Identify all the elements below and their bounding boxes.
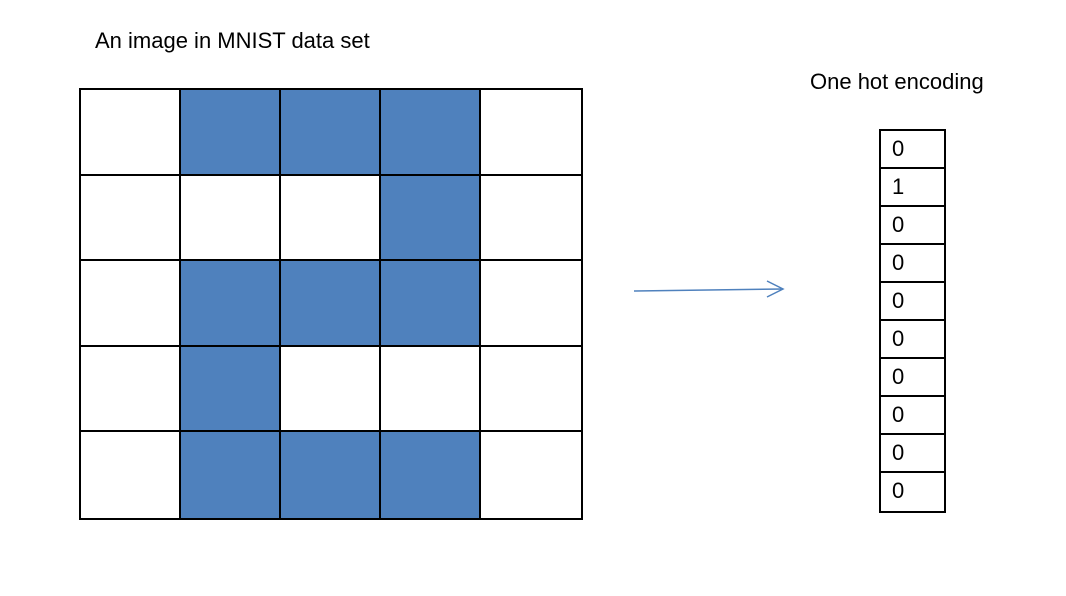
- empty-pixel: [81, 432, 181, 518]
- filled-pixel: [381, 90, 481, 176]
- one-hot-cell: 0: [892, 478, 905, 503]
- filled-pixel: [281, 261, 381, 347]
- empty-pixel: [81, 175, 181, 262]
- empty-pixel: [81, 90, 181, 176]
- filled-pixel: [281, 90, 381, 176]
- filled-pixel: [181, 90, 281, 176]
- filled-pixel: [181, 432, 281, 518]
- empty-pixel: [281, 175, 381, 262]
- arrow-right-icon: [633, 280, 785, 298]
- empty-pixel: [381, 346, 481, 433]
- filled-pixel: [381, 175, 481, 262]
- filled-pixel: [181, 346, 281, 433]
- empty-pixel: [181, 175, 281, 262]
- one-hot-cell: 0: [881, 359, 944, 397]
- one-hot-cell: 0: [881, 131, 944, 169]
- mnist-image-title: An image in MNIST data set: [95, 28, 370, 53]
- empty-pixel: [481, 175, 581, 262]
- one-hot-cell: 0: [881, 283, 944, 321]
- one-hot-cell: 0: [881, 207, 944, 245]
- mnist-pixel-grid: [79, 88, 583, 520]
- filled-pixel: [281, 432, 381, 518]
- empty-pixel: [281, 346, 381, 433]
- filled-pixel: [381, 261, 481, 347]
- one-hot-cell: 0: [881, 397, 944, 435]
- empty-pixel: [481, 90, 581, 176]
- empty-pixel: [481, 346, 581, 433]
- empty-pixel: [481, 432, 581, 518]
- empty-pixel: [81, 261, 181, 347]
- empty-pixel: [81, 346, 181, 433]
- one-hot-cell: 0: [881, 245, 944, 283]
- filled-pixel: [181, 261, 281, 347]
- one-hot-title: One hot encoding: [810, 69, 984, 94]
- filled-pixel: [381, 432, 481, 518]
- one-hot-cell: 1: [881, 169, 944, 207]
- empty-pixel: [481, 261, 581, 347]
- one-hot-cell: 0: [881, 321, 944, 359]
- one-hot-cell: 0: [881, 435, 944, 473]
